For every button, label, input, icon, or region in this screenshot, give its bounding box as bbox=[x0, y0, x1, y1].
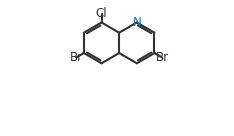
Text: N: N bbox=[132, 16, 141, 29]
Text: Cl: Cl bbox=[96, 7, 107, 20]
Text: Br: Br bbox=[155, 51, 169, 64]
Text: Br: Br bbox=[70, 51, 83, 64]
